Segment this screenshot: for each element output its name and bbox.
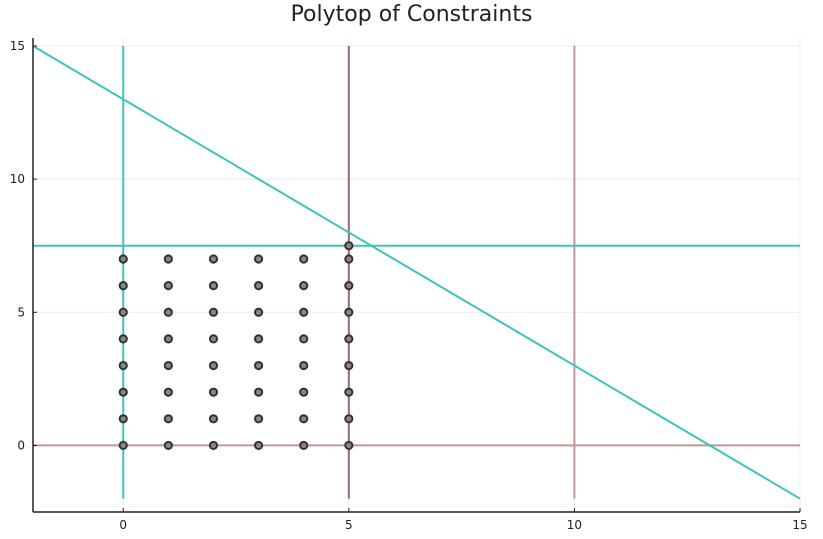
constraint-lines [32,45,801,500]
scatter-point [253,387,264,397]
y-tick-label: 10 [10,172,25,186]
scatter-point [163,414,173,424]
scatter-point [163,360,173,371]
scatter-point [299,387,309,397]
integer-points [118,241,354,451]
scatter-point [344,414,354,424]
scatter-point [253,414,264,424]
scatter-point [118,387,128,397]
scatter-point [299,334,309,344]
scatter-point [118,281,128,291]
scatter-point [253,440,264,451]
y-tick-label: 15 [10,39,25,53]
scatter-point [208,440,219,451]
scatter-point [163,387,173,397]
grid-layer [33,38,801,512]
tick-labels: 0 5 10 15 0 5 10 15 [10,39,808,532]
scatter-point [208,254,219,264]
scatter-point [344,307,354,317]
scatter-point [344,241,354,251]
scatter-point [299,414,309,424]
scatter-point [344,387,354,397]
scatter-point [163,334,173,344]
scatter-point [208,414,219,424]
constraint-line-diagonal-x-plus-y-13 [32,45,801,500]
axes [32,38,801,513]
scatter-point [163,254,173,264]
scatter-point [163,281,173,291]
scatter-point [344,334,354,344]
scatter-point [208,307,219,317]
y-tick-label: 0 [17,438,25,452]
scatter-point [118,414,128,424]
scatter-point [163,307,173,317]
scatter-point [344,254,354,264]
scatter-point [253,334,264,344]
chart-title: Polytop of Constraints [290,2,533,27]
scatter-point [344,440,354,451]
scatter-point [253,254,264,264]
scatter-point [344,360,354,371]
scatter-point [299,281,309,291]
scatter-point [299,307,309,317]
scatter-point [208,387,219,397]
scatter-point [208,281,219,291]
x-tick-label: 15 [792,518,807,532]
scatter-point [299,440,309,451]
scatter-point [163,440,173,451]
x-tick-label: 10 [567,518,582,532]
scatter-point [208,334,219,344]
scatter-point [253,360,264,371]
scatter-point [344,281,354,291]
y-tick-label: 5 [17,305,25,319]
scatter-point [118,307,128,317]
scatter-point [118,360,128,371]
scatter-point [253,307,264,317]
x-tick-label: 5 [345,518,353,532]
scatter-point [118,254,128,264]
x-tick-label: 0 [119,518,127,532]
scatter-point [299,254,309,264]
scatter-point [118,440,128,451]
scatter-point [299,360,309,371]
scatter-point [253,281,264,291]
scatter-point [118,334,128,344]
scatter-point [208,360,219,371]
